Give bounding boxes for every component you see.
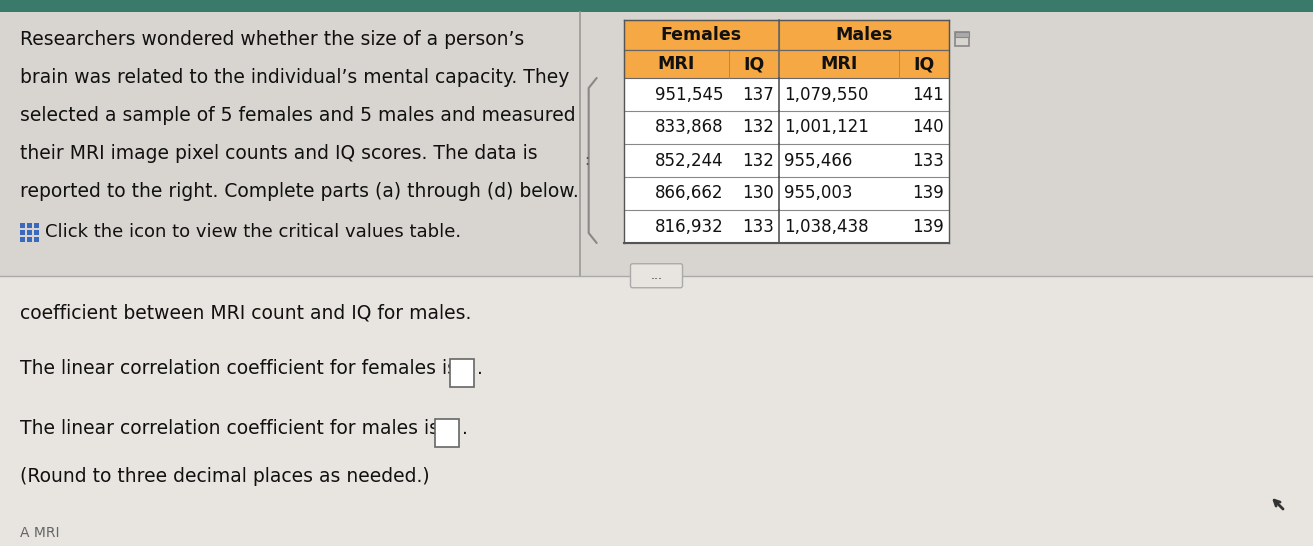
Text: 140: 140 [913, 118, 944, 136]
Text: 833,868: 833,868 [655, 118, 723, 136]
Bar [624, 20, 779, 50]
Text: Click the icon to view the critical values table.: Click the icon to view the critical valu… [45, 223, 461, 241]
Bar [450, 359, 474, 387]
Text: 141: 141 [913, 86, 944, 104]
Text: 955,003: 955,003 [784, 185, 852, 203]
Text: 133: 133 [742, 217, 773, 235]
Text: The linear correlation coefficient for females is: The linear correlation coefficient for f… [20, 359, 457, 378]
Text: 1,079,550: 1,079,550 [784, 86, 868, 104]
Bar [20, 237, 25, 242]
Text: (Round to three decimal places as needed.): (Round to three decimal places as needed… [20, 467, 429, 486]
Text: coefficient between MRI count and IQ for males.: coefficient between MRI count and IQ for… [20, 304, 471, 323]
Text: Females: Females [660, 26, 742, 44]
Bar [435, 419, 460, 447]
Bar [34, 237, 39, 242]
Text: brain was related to the individual’s mental capacity. They: brain was related to the individual’s me… [20, 68, 570, 87]
Text: MRI: MRI [821, 55, 857, 73]
Text: reported to the right. Complete parts (a) through (d) below.: reported to the right. Complete parts (a… [20, 182, 579, 201]
Bar [779, 20, 949, 50]
Bar [0, 0, 1313, 12]
Text: 139: 139 [913, 217, 944, 235]
Text: 132: 132 [742, 151, 773, 169]
Text: MRI: MRI [658, 55, 695, 73]
Bar [20, 230, 25, 235]
Bar [28, 237, 32, 242]
Bar [624, 111, 949, 144]
Text: 1,038,438: 1,038,438 [784, 217, 868, 235]
Bar [955, 32, 969, 37]
Text: Males: Males [835, 26, 893, 44]
Text: 130: 130 [742, 185, 773, 203]
Bar [624, 210, 949, 243]
Bar [955, 32, 969, 46]
FancyBboxPatch shape [630, 264, 683, 288]
Text: IQ: IQ [913, 55, 935, 73]
Text: 132: 132 [742, 118, 773, 136]
Text: .: . [477, 359, 483, 378]
Text: their MRI image pixel counts and IQ scores. The data is: their MRI image pixel counts and IQ scor… [20, 144, 537, 163]
Text: .: . [462, 419, 467, 438]
Text: IQ: IQ [743, 55, 764, 73]
Text: selected a sample of 5 females and 5 males and measured: selected a sample of 5 females and 5 mal… [20, 106, 575, 125]
Bar [0, 276, 1313, 546]
Text: A MRI: A MRI [20, 526, 59, 540]
Text: ...: ... [650, 269, 663, 282]
Text: 133: 133 [911, 151, 944, 169]
Bar [624, 177, 949, 210]
Bar [624, 144, 949, 177]
Text: 951,545: 951,545 [655, 86, 723, 104]
Bar [34, 230, 39, 235]
Bar [624, 50, 949, 78]
Text: The linear correlation coefficient for males is: The linear correlation coefficient for m… [20, 419, 439, 438]
Bar [28, 223, 32, 228]
Text: 816,932: 816,932 [655, 217, 723, 235]
Bar [0, 12, 1313, 276]
Text: 1,001,121: 1,001,121 [784, 118, 869, 136]
Bar [20, 223, 25, 228]
Text: 866,662: 866,662 [655, 185, 723, 203]
Bar [28, 230, 32, 235]
Bar [624, 78, 949, 111]
Text: 852,244: 852,244 [655, 151, 723, 169]
Text: 139: 139 [913, 185, 944, 203]
Text: Researchers wondered whether the size of a person’s: Researchers wondered whether the size of… [20, 30, 524, 49]
Text: :: : [584, 153, 590, 168]
Text: 137: 137 [742, 86, 773, 104]
Bar [34, 223, 39, 228]
Text: 955,466: 955,466 [784, 151, 852, 169]
